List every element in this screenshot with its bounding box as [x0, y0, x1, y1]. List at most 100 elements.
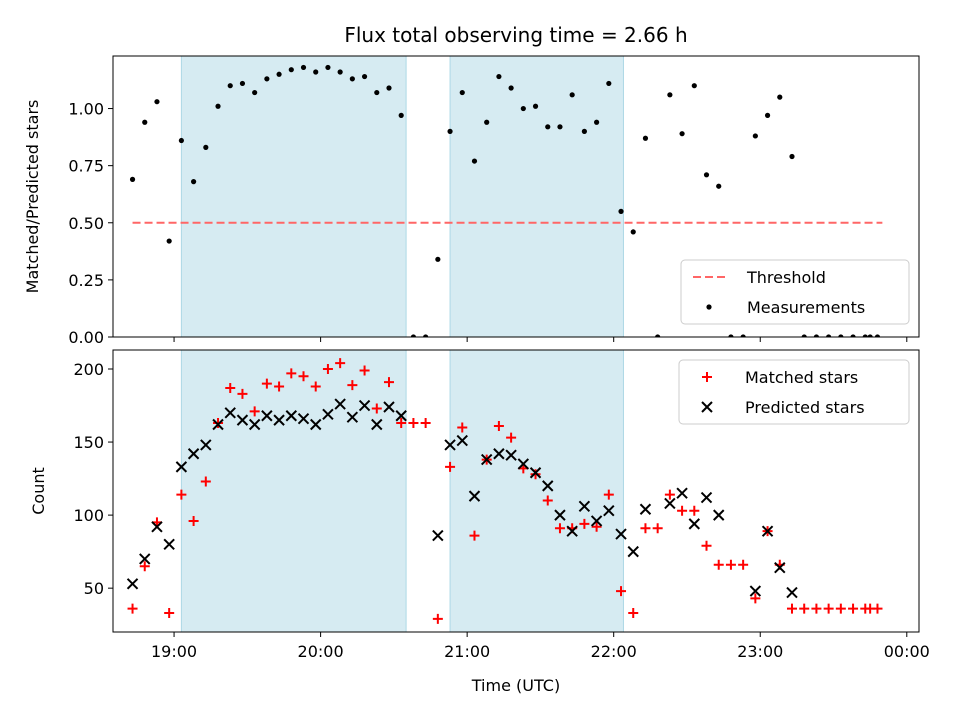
predicted-star-point: [358, 399, 371, 412]
measurement-point: [484, 119, 490, 125]
observing-window-1: [180, 55, 407, 338]
matched-star-point: [188, 515, 199, 526]
predicted-star-point: [578, 500, 591, 513]
measurement-point: [361, 73, 368, 80]
y-tick-label: 0.50: [68, 214, 104, 233]
measurement-point: [789, 153, 795, 160]
measurement-point: [667, 92, 673, 98]
measurement-point: [606, 80, 612, 87]
matched-star-point: [200, 476, 211, 487]
predicted-star-point: [322, 408, 334, 420]
measurement-point: [520, 105, 526, 112]
measurement-point: [227, 83, 233, 89]
matched-star-point: [506, 432, 517, 443]
predicted-star-point: [163, 538, 175, 551]
observing-window-1: [180, 349, 407, 633]
predicted-star-point: [334, 398, 346, 410]
measurement-point: [337, 69, 343, 75]
matched-star-point: [164, 608, 175, 619]
matched-star-point: [628, 608, 639, 619]
x-tick-label: 20:00: [298, 642, 344, 661]
measurement-point: [203, 144, 209, 150]
predicted-star-point: [603, 505, 615, 517]
measurement-point: [850, 334, 856, 337]
series-measurements: [129, 64, 881, 337]
y-tick-label: 100: [73, 506, 104, 525]
matched-star-point: [848, 603, 859, 614]
matched-star-point: [249, 406, 260, 417]
matched-star-point: [640, 523, 651, 534]
y-tick-label: 0.00: [68, 328, 104, 347]
measurement-point: [178, 137, 184, 144]
matched-star-point: [408, 418, 419, 429]
measurement-point: [166, 238, 172, 244]
measurement-point: [679, 131, 685, 137]
matched-star-point: [445, 461, 456, 472]
measurement-point: [215, 103, 221, 109]
matched-star-point: [738, 559, 749, 570]
matched-star-point: [335, 358, 346, 369]
matched-star-point: [213, 418, 224, 429]
measurement-point: [752, 133, 758, 139]
matched-star-point: [811, 603, 822, 614]
matched-star-point: [725, 559, 736, 570]
matched-star-point: [469, 530, 480, 541]
measurement-point: [581, 128, 587, 134]
measurement-point: [423, 334, 429, 337]
matched-star-point: [383, 377, 394, 388]
matched-star-point: [286, 368, 297, 379]
measurement-point: [642, 135, 649, 141]
legend-label: Threshold: [746, 268, 826, 287]
measurement-point: [313, 69, 319, 75]
measurement-point: [435, 256, 441, 262]
matched-star-point: [359, 365, 370, 376]
legend: Threshold Measurements: [680, 259, 910, 325]
legend-predicted-swatch: [701, 401, 713, 413]
matched-star-point: [616, 586, 627, 597]
matched-star-point: [371, 403, 382, 414]
matched-star-point: [689, 505, 700, 516]
predicted-star-point: [468, 490, 481, 502]
predicted-star-point: [517, 458, 530, 470]
predicted-star-point: [590, 515, 603, 527]
matched-star-point: [677, 505, 688, 516]
legend-box: [678, 359, 910, 425]
legend-label: Measurements: [747, 298, 865, 317]
bottom-panel-counts: 50 100 150 200 19:00 20:00 21:00 22:00 23:00 00:0…: [29, 349, 930, 695]
predicted-star-point: [542, 480, 554, 492]
predicted-star-point: [151, 521, 163, 533]
series-matched-stars: [127, 358, 883, 624]
measurement-point: [398, 112, 404, 118]
predicted-star-point: [700, 491, 713, 504]
predicted-star-point: [774, 562, 786, 574]
measurement-point: [129, 176, 136, 182]
matched-star-point: [750, 593, 761, 604]
measurement-point: [545, 124, 551, 130]
measurement-point: [703, 172, 710, 178]
y-tick-label: 50: [84, 579, 104, 598]
measurement-point: [618, 208, 624, 214]
measurement-point: [276, 71, 282, 77]
predicted-star-point: [786, 586, 798, 599]
measurement-point: [288, 67, 294, 73]
matched-star-point: [872, 603, 883, 614]
figure-title: Flux total observing time = 2.66 h: [344, 23, 687, 47]
matched-star-point: [530, 469, 541, 480]
matched-star-point: [396, 418, 407, 429]
matched-star-point: [591, 521, 602, 532]
measurement-point: [569, 92, 575, 98]
measurement-point: [740, 334, 746, 337]
y-tick-label: 0.75: [68, 157, 104, 176]
matched-star-point: [432, 613, 443, 624]
predicted-star-point: [224, 407, 236, 419]
y-axis-label: Matched/Predicted stars: [23, 100, 42, 294]
matched-star-point: [493, 420, 504, 431]
axes-frame: [112, 55, 920, 338]
x-tick-label: 23:00: [737, 642, 783, 661]
predicted-star-point: [248, 418, 261, 431]
predicted-star-point: [139, 553, 151, 565]
predicted-star-point: [273, 414, 285, 426]
matched-star-point: [322, 363, 333, 374]
matched-star-point: [786, 603, 797, 614]
measurement-point: [386, 85, 392, 91]
